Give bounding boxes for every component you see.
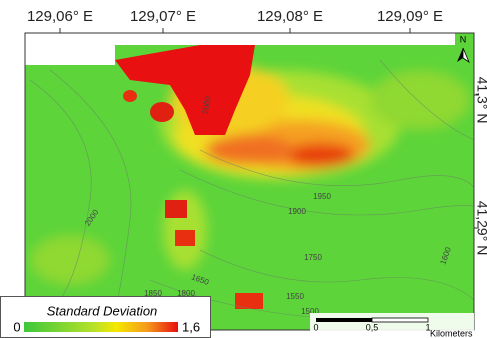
map-frame [24, 32, 475, 331]
legend-min: 0 [13, 319, 20, 334]
map-area [25, 33, 474, 330]
contour-label: 1500 [301, 307, 319, 316]
legend-title: Standard Deviation [47, 303, 158, 318]
longitude-label: 129,09° E [377, 8, 443, 25]
legend: Standard Deviation 0 1,6 [0, 296, 211, 338]
contour-label: 1850 [144, 289, 162, 298]
scale-label: 0,5 [366, 322, 379, 332]
latitude-label: 41,3° N [474, 77, 487, 124]
longitude-label: 129,08° E [257, 8, 323, 25]
scale-unit: Kilometers [430, 328, 473, 338]
contour-label: 2000 [201, 95, 213, 115]
contour-label: 1950 [313, 192, 331, 201]
contour-label: 1900 [288, 207, 306, 216]
scale-label: 1 [425, 322, 430, 332]
contour-label: 1750 [304, 253, 322, 262]
scale-bar: 0 0,5 1 Kilometers [310, 313, 474, 338]
north-label: N [460, 34, 467, 44]
contour-label: 1550 [286, 292, 304, 301]
graticule-ticks [59, 28, 479, 229]
legend-colorbar [24, 322, 178, 332]
scale-label: 0 [313, 322, 318, 332]
latitude-label: 41,29° N [474, 201, 487, 256]
contour-label: 1800 [177, 289, 195, 298]
north-arrow: N [457, 34, 470, 64]
longitude-label: 129,06° E [27, 8, 93, 25]
legend-max: 1,6 [182, 319, 200, 334]
longitude-label: 129,07° E [130, 8, 196, 25]
